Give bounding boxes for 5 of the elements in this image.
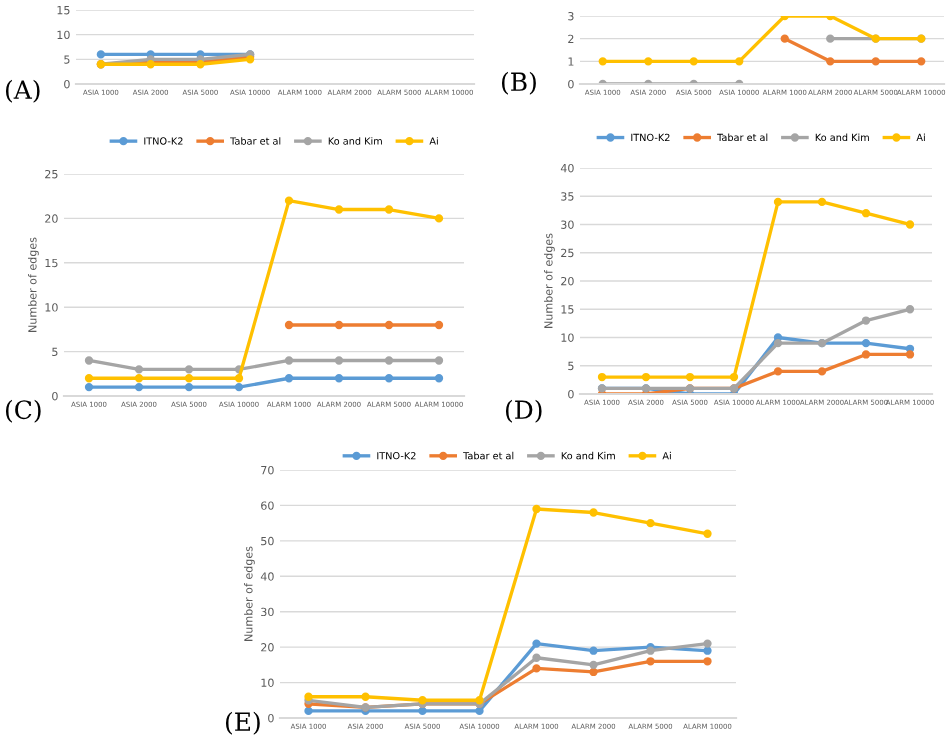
text: (E) (225, 711, 260, 735)
text: (B) (501, 71, 536, 95)
text: (C) (5, 399, 41, 423)
text: (D) (505, 399, 542, 423)
text: (A) (5, 79, 40, 103)
